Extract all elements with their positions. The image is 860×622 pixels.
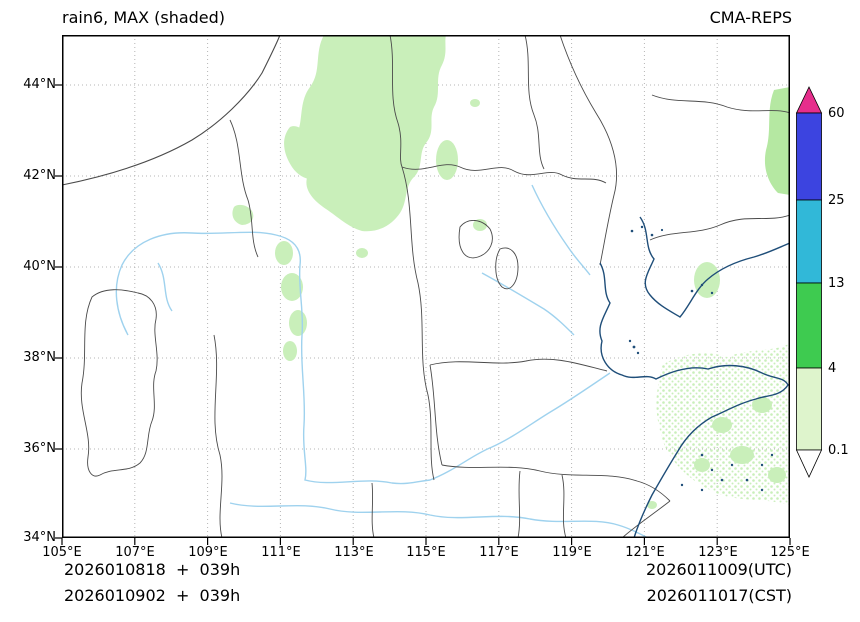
island-dots bbox=[628, 225, 774, 492]
x-axis-tick-label: 123°E bbox=[698, 545, 738, 560]
colorbar-under-arrow bbox=[795, 449, 823, 478]
province-boundaries bbox=[62, 35, 790, 538]
plot-title: rain6, MAX (shaded) bbox=[62, 8, 226, 27]
colorbar-tick-label: 4 bbox=[828, 361, 836, 376]
x-axis-tick-label: 119°E bbox=[552, 545, 592, 560]
axis-tick-marks bbox=[55, 84, 791, 545]
colorbar-tick-label: 0.1 bbox=[828, 443, 849, 458]
x-axis-tick-label: 117°E bbox=[479, 545, 519, 560]
colorbar-segment-0.1-4 bbox=[796, 367, 822, 451]
map-svg bbox=[55, 35, 791, 545]
colorbar-tick-label: 60 bbox=[828, 106, 845, 121]
national-border bbox=[62, 35, 281, 186]
colorbar: 60 25 13 4 0.1 bbox=[795, 86, 856, 486]
init-time-line1: 2026010818 + 039h bbox=[64, 560, 241, 579]
y-axis-tick-label: 42°N bbox=[23, 168, 56, 183]
x-axis-tick-label: 105°E bbox=[42, 545, 82, 560]
colorbar-segment-13-25 bbox=[796, 199, 822, 284]
x-axis-tick-label: 111°E bbox=[261, 545, 301, 560]
valid-time-utc: 2026011009(UTC) bbox=[646, 560, 792, 579]
x-axis-tick-label: 113°E bbox=[334, 545, 374, 560]
colorbar-segment-25-60 bbox=[796, 112, 822, 201]
coastline bbox=[599, 216, 790, 538]
x-axis-tick-label: 115°E bbox=[406, 545, 446, 560]
y-axis-tick-label: 40°N bbox=[23, 259, 56, 274]
map-border bbox=[62, 35, 790, 538]
model-name: CMA-REPS bbox=[709, 8, 792, 27]
x-axis-tick-label: 121°E bbox=[625, 545, 665, 560]
colorbar-tick-label: 25 bbox=[828, 193, 845, 208]
colorbar-segment-4-13 bbox=[796, 282, 822, 369]
colorbar-tick-label: 13 bbox=[828, 276, 845, 291]
x-axis-tick-label: 125°E bbox=[770, 545, 810, 560]
y-axis-tick-label: 38°N bbox=[23, 350, 56, 365]
colorbar-over-arrow bbox=[795, 86, 823, 114]
valid-time-cst: 2026011017(CST) bbox=[646, 586, 792, 605]
precipitation-shading bbox=[232, 35, 790, 509]
rivers bbox=[115, 184, 649, 538]
map-panel bbox=[55, 35, 791, 545]
y-axis-tick-label: 34°N bbox=[23, 530, 56, 545]
y-axis-tick-label: 36°N bbox=[23, 441, 56, 456]
x-axis-tick-label: 107°E bbox=[115, 545, 155, 560]
x-axis-tick-label: 109°E bbox=[188, 545, 228, 560]
y-axis-tick-label: 44°N bbox=[23, 77, 56, 92]
init-time-line2: 2026010902 + 039h bbox=[64, 586, 241, 605]
